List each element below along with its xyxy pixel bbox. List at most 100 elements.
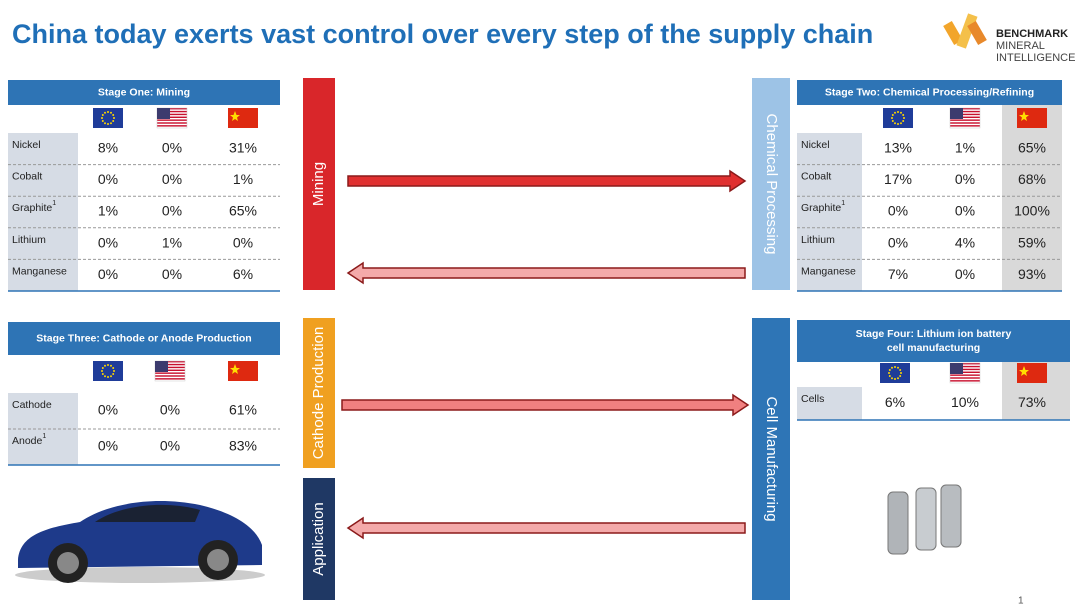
flag-star	[104, 111, 106, 114]
cell-value: 0%	[98, 266, 118, 282]
flow-label: Cell Manufacturing	[763, 396, 780, 521]
cell-value: 0%	[160, 438, 180, 454]
logo-text: INTELLIGENCE	[996, 52, 1075, 64]
flag-canton	[950, 363, 963, 374]
flag-star	[888, 372, 890, 374]
cell-value: 8%	[98, 140, 118, 156]
flag-star	[900, 111, 902, 114]
footnote-mark: 1	[42, 433, 46, 440]
flag-icon	[949, 362, 981, 384]
table-header	[8, 80, 280, 105]
flag-star	[107, 111, 109, 113]
cell-value: 100%	[1014, 203, 1050, 219]
flag-stripe	[950, 125, 980, 127]
flag-star	[891, 120, 894, 122]
label-column	[797, 133, 862, 291]
arrow	[341, 169, 750, 540]
flag-star	[891, 366, 893, 369]
flag	[228, 361, 258, 381]
row-label-text: Lithium	[801, 234, 835, 246]
footnote-mark: 1	[841, 200, 845, 207]
flag-star	[107, 376, 109, 378]
flow-bar	[752, 318, 790, 600]
flag-stripe	[157, 122, 187, 124]
flag-stripe	[157, 110, 187, 113]
flag-star	[891, 114, 894, 116]
logo-text: BENCHMARK	[996, 28, 1068, 40]
flag-star	[110, 111, 112, 114]
flag-star	[107, 123, 109, 125]
cell-value: 17%	[884, 171, 912, 187]
cell-value: 65%	[1018, 140, 1046, 156]
flow-label: Application	[310, 502, 327, 575]
logo-text: MINERAL	[996, 40, 1045, 52]
flow-label: Cathode Production	[310, 327, 327, 460]
flag-star	[900, 122, 902, 125]
row-label: Manganese	[12, 265, 67, 277]
cell-value: 0%	[98, 402, 118, 418]
label-column	[797, 387, 862, 420]
cell-value: 1%	[98, 203, 118, 219]
flag-star	[112, 120, 115, 122]
table-header	[797, 320, 1070, 362]
flag-icon	[1017, 363, 1047, 383]
flag-star	[903, 117, 905, 119]
flag-star	[104, 122, 106, 125]
flag	[93, 361, 123, 381]
cell-value: 0%	[955, 203, 975, 219]
row-label-text: Graphite	[801, 202, 841, 214]
flow-bar	[752, 78, 790, 290]
flag-star	[112, 367, 115, 369]
flag-star	[113, 117, 115, 119]
flow-label: Chemical Processing	[763, 114, 780, 255]
flag-star	[902, 114, 905, 116]
flag-star	[899, 375, 902, 377]
cell-value: 83%	[229, 438, 257, 454]
cell-value: 61%	[229, 402, 257, 418]
flag	[883, 108, 913, 128]
flag-star	[110, 375, 112, 378]
flag-stripe	[950, 371, 980, 373]
cell-value: 59%	[1018, 234, 1046, 250]
flag-star	[891, 117, 893, 119]
battery-image	[887, 484, 962, 555]
flag-stripe	[155, 369, 185, 371]
row-label: Nickel	[12, 139, 41, 151]
flag-icon	[1017, 108, 1047, 128]
flag-star	[900, 372, 902, 374]
cell-value: 1%	[233, 171, 253, 187]
flag-stripe	[155, 372, 185, 374]
cell-value: 0%	[162, 266, 182, 282]
flag-icon	[93, 361, 123, 381]
cell-value: 6%	[233, 266, 253, 282]
cell-value: 0%	[160, 402, 180, 418]
row-label-text: Cells	[801, 393, 824, 405]
flag-stripe	[157, 116, 187, 118]
cell-value: 0%	[98, 234, 118, 250]
footnote-mark: 1	[52, 200, 56, 207]
flag-star	[897, 123, 899, 125]
flag-star	[894, 111, 896, 114]
row-label: Graphite1	[801, 200, 845, 214]
row-label: Graphite1	[12, 200, 56, 214]
flag-stripe	[157, 125, 187, 127]
cell-value: 4%	[955, 234, 975, 250]
flow-label: Mining	[310, 162, 327, 206]
logo: BENCHMARK MINERAL INTELLIGENCE	[943, 13, 1075, 64]
table-title: Stage One: Mining	[98, 86, 190, 98]
flag-icon	[156, 107, 188, 129]
flag-stripe	[950, 122, 980, 124]
flag-icon	[228, 108, 258, 128]
flag-star	[112, 373, 115, 375]
flag-canton	[157, 108, 170, 119]
flag-stripe	[157, 119, 187, 121]
slide-title: China today exerts vast control over eve…	[12, 19, 873, 49]
flag-star	[902, 120, 905, 122]
flag-icon	[93, 108, 123, 128]
flag-star	[104, 364, 106, 367]
flag-stripe	[950, 113, 980, 116]
flag-star	[101, 120, 104, 122]
flag	[880, 363, 910, 383]
cell-value: 0%	[162, 203, 182, 219]
